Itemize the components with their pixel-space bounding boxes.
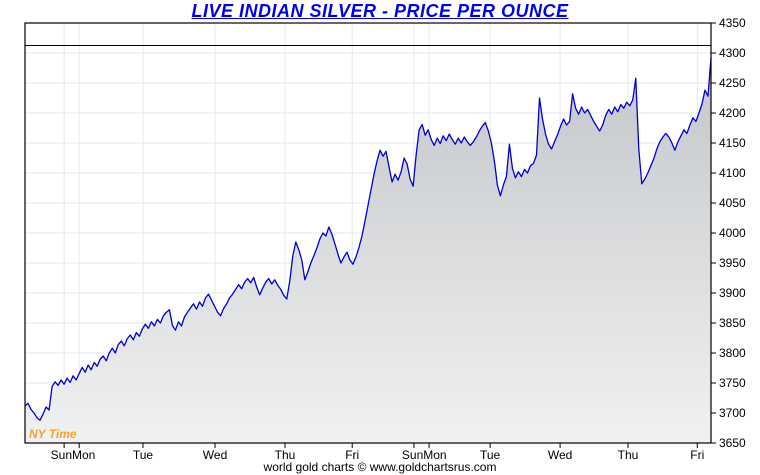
x-axis-label: SunMon bbox=[402, 448, 447, 462]
y-axis-label: 4000 bbox=[719, 226, 746, 240]
y-axis-label: 4100 bbox=[719, 166, 746, 180]
y-axis-label: 4350 bbox=[719, 16, 746, 30]
y-axis-label: 3900 bbox=[719, 286, 746, 300]
x-axis-label: Wed bbox=[203, 448, 227, 462]
x-axis-label: Thu bbox=[275, 448, 296, 462]
x-axis-label: Thu bbox=[618, 448, 639, 462]
y-axis-label: 4300 bbox=[719, 46, 746, 60]
page-title: LIVE INDIAN SILVER - PRICE PER OUNCE bbox=[191, 1, 569, 21]
x-axis-label: Wed bbox=[548, 448, 572, 462]
y-axis-label: 4150 bbox=[719, 136, 746, 150]
y-axis-label: 3700 bbox=[719, 406, 746, 420]
x-axis-label: Fri bbox=[345, 448, 359, 462]
x-axis-label: Fri bbox=[690, 448, 704, 462]
x-axis-label: Tue bbox=[480, 448, 501, 462]
y-axis-label: 3650 bbox=[719, 436, 746, 450]
price-area-fill bbox=[25, 57, 711, 444]
y-axis-label: 4250 bbox=[719, 76, 746, 90]
y-axis-label: 3850 bbox=[719, 316, 746, 330]
y-axis-label: 3750 bbox=[719, 376, 746, 390]
y-axis-label: 4050 bbox=[719, 196, 746, 210]
y-axis-label: 3950 bbox=[719, 256, 746, 270]
y-axis-label: 3800 bbox=[719, 346, 746, 360]
price-line bbox=[24, 57, 712, 421]
x-axis-label: Tue bbox=[133, 448, 154, 462]
ny-time-label: NY Time bbox=[29, 427, 77, 441]
footer-credit: world gold charts © www.goldchartsrus.co… bbox=[263, 460, 497, 474]
x-axis-label: SunMon bbox=[51, 448, 96, 462]
y-axis-label: 4200 bbox=[719, 106, 746, 120]
